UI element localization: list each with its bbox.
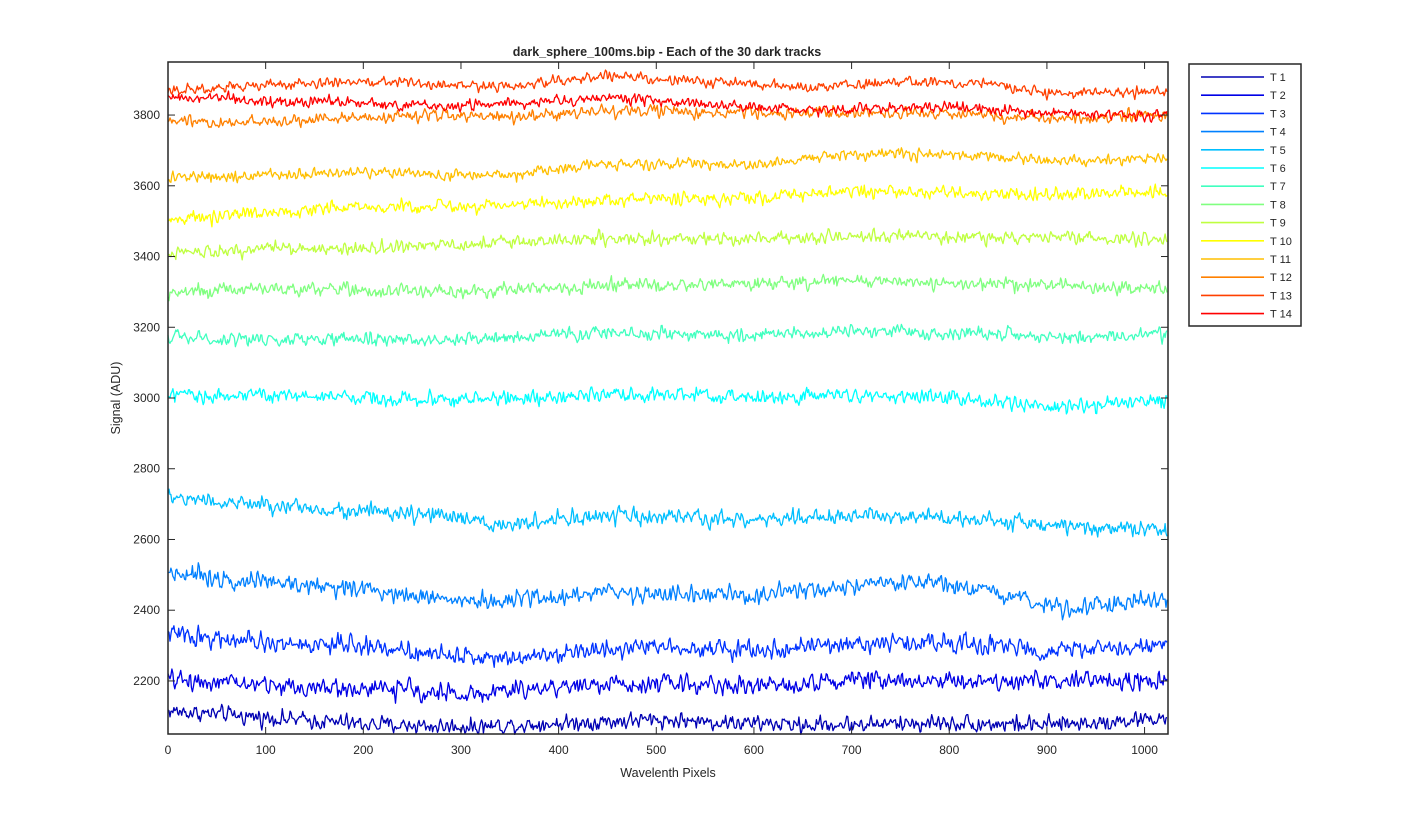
x-tick-label: 0 [165, 743, 172, 757]
x-tick-label: 200 [353, 743, 373, 757]
series-line-t3 [167, 624, 1168, 668]
legend-label-t3: T 3 [1270, 108, 1286, 120]
y-tick-label: 2800 [133, 462, 160, 476]
series-line-t1 [167, 703, 1168, 736]
legend-label-t13: T 13 [1270, 290, 1292, 302]
y-axis: 2200 2400 2600 2800 3000 3200 3400 3600 3800 [133, 108, 1168, 688]
series-line-t13 [167, 69, 1168, 101]
y-tick-label: 2400 [133, 603, 160, 617]
x-tick-label: 1000 [1131, 743, 1158, 757]
x-tick-label: 800 [939, 743, 959, 757]
series-line-t6 [167, 386, 1168, 415]
chart-title: dark_sphere_100ms.bip - Each of the 30 d… [513, 45, 822, 59]
y-tick-label: 3600 [133, 179, 160, 193]
x-tick-label: 500 [646, 743, 666, 757]
y-tick-label: 2600 [133, 532, 160, 546]
legend-label-t12: T 12 [1270, 272, 1292, 284]
x-tick-label: 300 [451, 743, 471, 757]
legend-label-t9: T 9 [1270, 218, 1286, 230]
legend-label-t10: T 10 [1270, 236, 1292, 248]
y-tick-label: 3400 [133, 250, 160, 264]
series-line-t7 [167, 323, 1168, 348]
x-axis-label: Wavelenth Pixels [620, 766, 715, 780]
series-line-t11 [167, 147, 1168, 184]
legend-label-t4: T 4 [1270, 127, 1286, 139]
series-line-t10 [167, 183, 1168, 228]
legend-label-t7: T 7 [1270, 181, 1286, 193]
series-line-t14 [167, 90, 1168, 123]
legend-label-t2: T 2 [1270, 90, 1286, 102]
legend-box [1188, 63, 1302, 327]
x-tick-label: 100 [256, 743, 276, 757]
x-tick-label: 600 [744, 743, 764, 757]
legend: T 1 T 2 T 3 T 4 T 5 T 6 T 7 T 8 T 9 T 10 T 11 T 12 T… [1188, 63, 1302, 327]
legend-label-t5: T 5 [1270, 145, 1286, 157]
series-line-t8 [167, 273, 1168, 302]
legend-label-t14: T 14 [1270, 309, 1292, 321]
legend-label-t8: T 8 [1270, 199, 1286, 211]
series-line-t5 [167, 488, 1168, 538]
series-layer [167, 69, 1168, 736]
x-tick-label: 400 [549, 743, 569, 757]
legend-label-t6: T 6 [1270, 163, 1286, 175]
series-line-t9 [167, 227, 1168, 261]
legend-label-t11: T 11 [1270, 254, 1291, 266]
legend-label-t1: T 1 [1270, 72, 1286, 84]
y-tick-label: 2200 [133, 674, 160, 688]
series-line-t12 [167, 103, 1168, 129]
x-tick-label: 900 [1037, 743, 1057, 757]
y-tick-label: 3200 [133, 320, 160, 334]
x-axis: 0 100 200 300 400 500 600 700 800 900 1000 [165, 62, 1158, 757]
series-line-t2 [167, 668, 1168, 704]
y-tick-label: 3800 [133, 108, 160, 122]
y-axis-label: Signal (ADU) [109, 362, 123, 435]
y-tick-label: 3000 [133, 391, 160, 405]
series-line-t4 [168, 562, 1168, 621]
x-tick-label: 700 [842, 743, 862, 757]
